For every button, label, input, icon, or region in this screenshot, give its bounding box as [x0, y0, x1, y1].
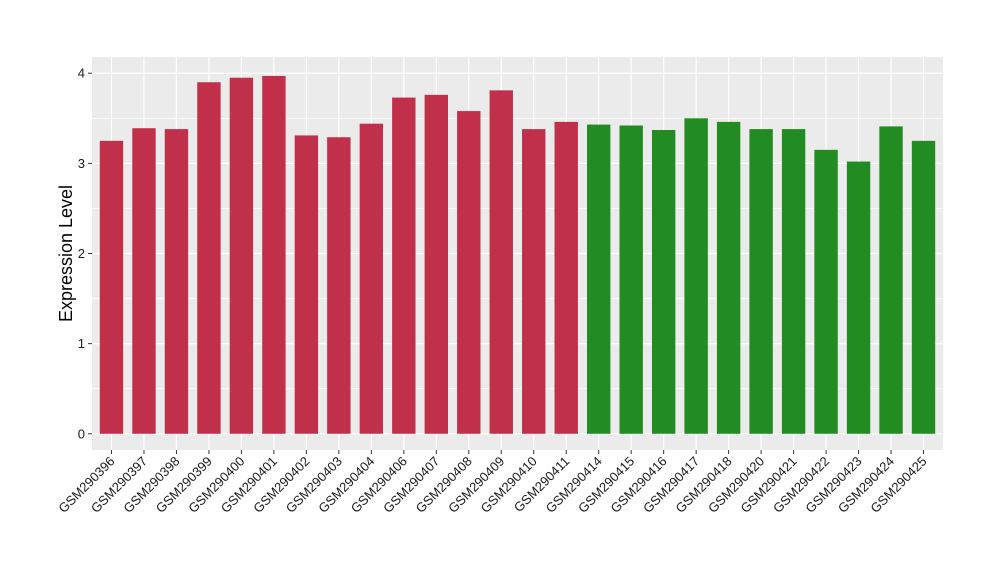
x-axis: GSM290396GSM290397GSM290398GSM290399GSM2… — [55, 450, 930, 516]
bar-GSM290409 — [489, 90, 513, 434]
bar-GSM290414 — [587, 124, 611, 434]
bar-GSM290424 — [879, 126, 903, 434]
bar-GSM290407 — [424, 94, 448, 434]
bar-GSM290425 — [911, 140, 936, 434]
y-tick-label: 4 — [78, 66, 85, 81]
bar-GSM290396 — [99, 140, 124, 434]
bar-GSM290422 — [814, 149, 838, 434]
bar-GSM290399 — [197, 82, 221, 434]
bar-GSM290411 — [554, 121, 578, 434]
y-tick-label: 3 — [78, 156, 85, 171]
bar-GSM290408 — [457, 111, 481, 434]
bar-GSM290423 — [846, 161, 871, 434]
y-axis: 0 1 2 3 4 — [78, 66, 92, 441]
bar-GSM290416 — [651, 130, 676, 434]
bar-GSM290417 — [684, 118, 708, 434]
bar-GSM290421 — [781, 129, 806, 434]
bar-GSM290397 — [132, 128, 156, 434]
y-axis-title: Expression Level — [56, 185, 76, 322]
y-tick-label: 0 — [78, 426, 85, 441]
bar-GSM290403 — [327, 137, 351, 434]
bar-GSM290415 — [619, 125, 643, 434]
bar-GSM290406 — [392, 97, 416, 434]
bar-GSM290418 — [716, 121, 741, 434]
bar-GSM290420 — [749, 129, 773, 434]
bar-GSM290398 — [164, 129, 189, 434]
y-tick-label: 1 — [78, 336, 85, 351]
bar-GSM290402 — [294, 135, 319, 434]
bar-GSM290400 — [229, 77, 254, 434]
bar-GSM290410 — [522, 129, 546, 434]
bar-GSM290401 — [262, 75, 286, 434]
bars — [99, 75, 936, 434]
bar-GSM290404 — [359, 123, 384, 434]
y-tick-label: 2 — [78, 246, 85, 261]
